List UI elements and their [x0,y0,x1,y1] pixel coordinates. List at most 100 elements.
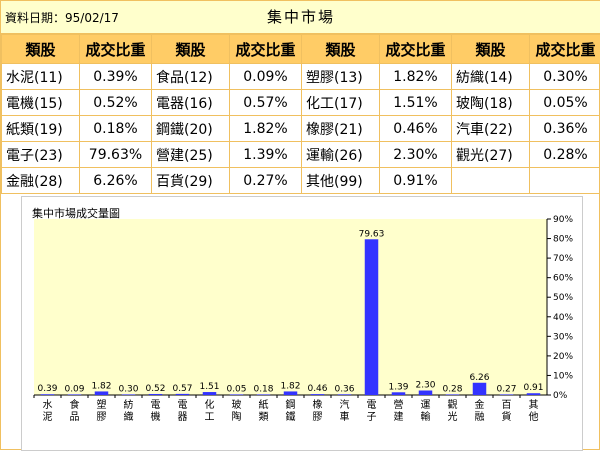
x-tick-label: 化工 [205,398,215,423]
x-tick-label: 玻陶 [232,398,242,423]
table-row: 水泥(11) 0.39% 食品(12) 0.09% 塑膠(13) 1.82% 紡… [2,64,600,90]
data-label: 0.57 [172,384,192,394]
table-header-row: 類股 成交比重 類股 成交比重 類股 成交比重 類股 成交比重 [2,35,600,64]
y-tick-label: 40% [553,313,573,323]
y-tick-label: 30% [553,332,573,342]
data-label: 1.82 [91,381,111,391]
share-cell: 0.36% [530,116,600,142]
page-header: 資料日期：95/02/17 集中市場 [1,1,600,34]
data-label: 0.18 [253,384,273,394]
x-tick-label: 營建 [394,398,404,423]
x-tick-label-char: 器 [178,411,188,423]
bar [284,391,298,395]
bar [149,394,163,395]
y-tick-label: 80% [553,235,573,245]
share-cell: 0.05% [530,90,600,116]
x-tick-label-char: 其 [529,399,539,411]
data-label: 2.30 [415,381,435,391]
bar [41,394,55,395]
sector-cell: 觀光(27) [452,142,530,168]
x-tick-label-char: 電 [367,399,377,411]
x-tick-label-char: 機 [151,410,161,423]
data-label: 0.05 [226,384,246,394]
share-cell: 0.27% [230,168,302,194]
data-label: 0.30 [118,384,138,394]
x-tick-label: 百貨 [502,399,512,423]
bar [338,394,352,395]
x-tick-label-char: 陶 [232,410,242,423]
header-cell: 類股 [2,35,80,64]
data-label: 0.46 [307,384,327,394]
share-cell: 0.91% [380,168,452,194]
x-tick-label-char: 膠 [97,411,107,423]
x-tick-label-char: 紡 [124,398,134,411]
data-label: 0.52 [145,384,165,394]
share-cell: 0.57% [230,90,302,116]
sector-cell: 百貨(29) [152,168,230,194]
header-cell: 類股 [452,35,530,64]
data-label: 6.26 [469,373,489,383]
x-tick-label: 電機 [151,399,161,423]
y-tick-label: 20% [553,352,573,362]
sector-cell: 玻陶(18) [452,90,530,116]
x-tick-label: 鋼鐵 [286,398,296,423]
header-cell: 類股 [152,35,230,64]
share-cell: 79.63% [80,142,152,168]
share-cell: 0.46% [380,116,452,142]
share-cell: 0.28% [530,142,600,168]
x-tick-label-char: 運 [421,399,431,411]
x-tick-label: 觀光 [448,399,458,423]
x-tick-label-char: 金 [475,398,485,411]
x-tick-label-char: 電 [178,399,188,411]
sector-cell: 電器(16) [152,90,230,116]
x-tick-label-char: 織 [124,410,134,423]
header-cell: 成交比重 [530,35,600,64]
share-cell: 1.39% [230,142,302,168]
share-cell: 1.82% [230,116,302,142]
x-tick-label-char: 品 [70,411,80,423]
sector-share-table: 類股 成交比重 類股 成交比重 類股 成交比重 類股 成交比重 水泥(11) 0… [1,34,600,194]
x-tick-label-char: 融 [475,411,485,423]
y-tick-label: 60% [553,274,573,284]
sector-cell: 金融(28) [2,168,80,194]
sector-cell: 鋼鐵(20) [152,116,230,142]
share-cell: 0.18% [80,116,152,142]
bar [203,392,217,395]
x-tick-label-char: 百 [502,399,512,411]
bar [473,383,487,395]
data-label: 0.39 [37,384,57,394]
x-tick-label: 橡膠 [313,398,323,423]
x-tick-label: 運輸 [421,399,431,423]
table-row: 電機(15) 0.52% 電器(16) 0.57% 化工(17) 1.51% 玻… [2,90,600,116]
x-tick-label-char: 建 [394,410,404,423]
data-label: 0.27 [496,384,516,394]
data-label: 0.91 [523,383,543,393]
x-tick-label-char: 玻 [232,398,242,411]
bar [230,394,244,395]
header-cell: 類股 [302,35,380,64]
sector-cell: 汽車(22) [452,116,530,142]
x-tick-label-char: 橡 [313,398,323,411]
bar [311,394,325,395]
bar [176,394,190,395]
share-cell: 0.09% [230,64,302,90]
data-label: 0.36 [334,384,354,394]
x-tick-label-char: 化 [205,398,215,411]
y-tick-label: 10% [553,371,573,381]
bar-chart: 0%10%20%30%40%50%60%70%80%90%0.39水泥0.09食… [22,197,584,452]
x-tick-label-char: 電 [151,399,161,411]
x-tick-label: 金融 [475,398,485,423]
sector-cell: 食品(12) [152,64,230,90]
y-tick-label: 50% [553,293,573,303]
x-tick-label-char: 泥 [43,410,53,423]
share-cell: 0.39% [80,64,152,90]
x-tick-label: 水泥 [43,399,53,423]
y-tick-label: 0% [553,391,568,401]
x-tick-label-char: 膠 [313,411,323,423]
header-cell: 成交比重 [380,35,452,64]
y-tick-label: 90% [553,215,573,225]
sector-cell: 水泥(11) [2,64,80,90]
sector-cell: 紙類(19) [2,116,80,142]
x-tick-label-char: 鐵 [286,410,296,423]
x-tick-label-char: 水 [43,399,53,411]
